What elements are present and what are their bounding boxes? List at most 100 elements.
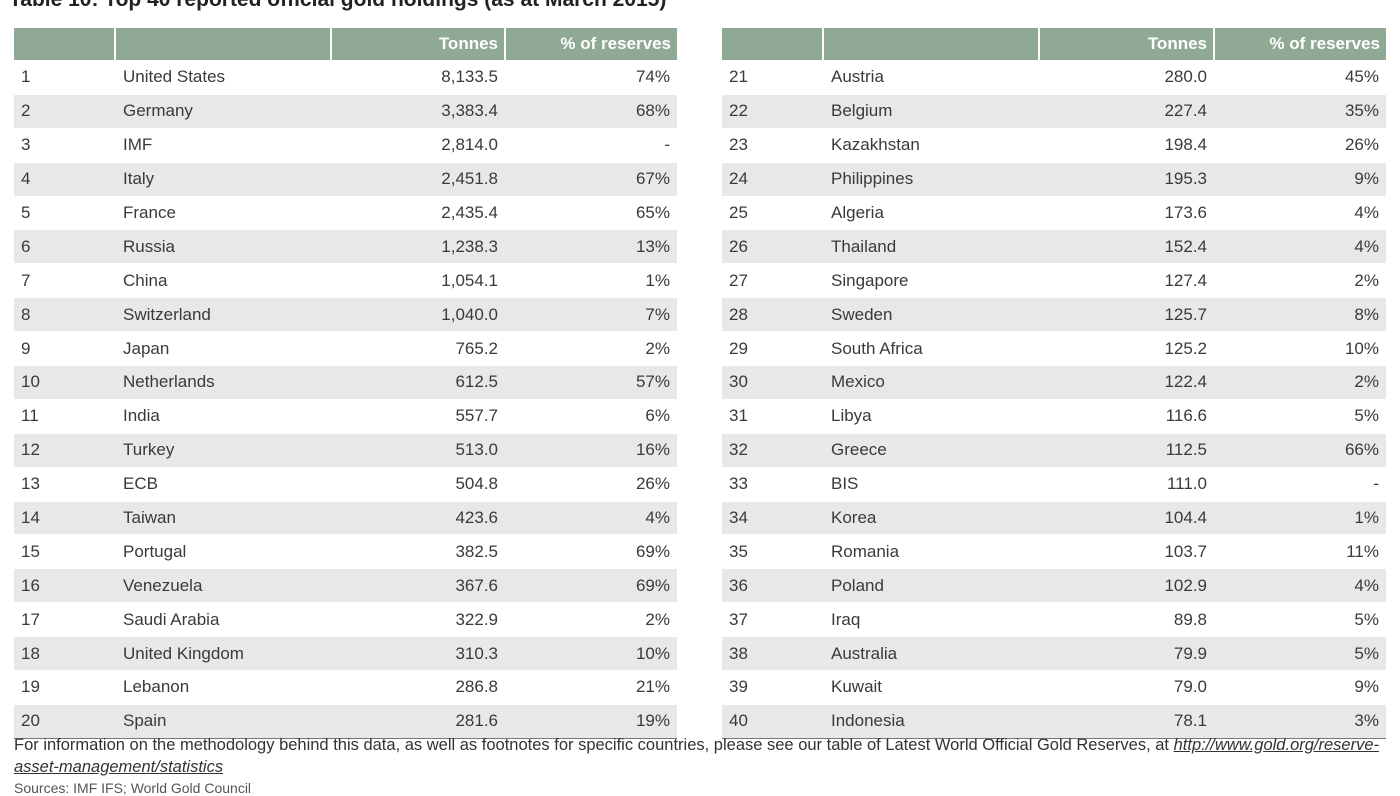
rank-cell: 28 [722, 297, 823, 332]
country-cell: Iraq [823, 602, 1039, 637]
rank-cell: 40 [722, 703, 823, 739]
country-cell: Kuwait [823, 670, 1039, 705]
table-row: 26 Thailand 152.4 4% [722, 229, 1386, 264]
rank-cell: 6 [14, 229, 115, 264]
country-cell: Russia [115, 229, 331, 264]
country-cell: Indonesia [823, 703, 1039, 739]
rank-cell: 35 [722, 534, 823, 569]
tonnes-cell: 1,054.1 [331, 263, 505, 298]
rank-cell: 16 [14, 568, 115, 603]
tonnes-cell: 2,451.8 [331, 161, 505, 197]
rank-cell: 13 [14, 466, 115, 502]
tonnes-cell: 310.3 [331, 636, 505, 671]
tonnes-header: Tonnes [331, 28, 506, 61]
table-row: 20 Spain 281.6 19% [14, 703, 677, 739]
table-row: 22 Belgium 227.4 35% [722, 93, 1386, 129]
pct-reserves-cell: 8% [1214, 297, 1386, 332]
table-header-row: Tonnes % of reserves [722, 28, 1386, 61]
rank-cell: 37 [722, 602, 823, 637]
tonnes-cell: 227.4 [1039, 93, 1214, 129]
tonnes-cell: 2,435.4 [331, 195, 505, 230]
rank-cell: 36 [722, 568, 823, 603]
country-cell: Australia [823, 636, 1039, 671]
pct-reserves-cell: 9% [1214, 670, 1386, 705]
tonnes-cell: 127.4 [1039, 263, 1214, 298]
country-cell: Thailand [823, 229, 1039, 264]
pct-reserves-cell: 45% [1214, 60, 1386, 95]
country-header [115, 28, 332, 61]
pct-reserves-cell: 2% [505, 331, 677, 366]
rank-cell: 12 [14, 432, 115, 468]
tonnes-cell: 8,133.5 [331, 60, 505, 95]
rank-cell: 5 [14, 195, 115, 230]
tonnes-cell: 78.1 [1039, 703, 1214, 739]
country-cell: France [115, 195, 331, 230]
pct-reserves-cell: 69% [505, 568, 677, 603]
table-row: 3 IMF 2,814.0- [14, 127, 677, 163]
table-row: 29 South Africa 125.2 10% [722, 331, 1386, 366]
table-row: 28 Sweden 125.7 8% [722, 297, 1386, 332]
tonnes-cell: 382.5 [331, 534, 505, 569]
table-row: 8 Switzerland 1,040.0 7% [14, 297, 677, 332]
pct-reserves-cell: 10% [1214, 331, 1386, 366]
pct-reserves-cell: 2% [1214, 263, 1386, 298]
country-cell: Poland [823, 568, 1039, 603]
country-cell: Saudi Arabia [115, 602, 331, 637]
rank-cell: 29 [722, 331, 823, 366]
rank-cell: 15 [14, 534, 115, 569]
rank-cell: 3 [14, 127, 115, 163]
rank-cell: 7 [14, 263, 115, 298]
country-cell: United Kingdom [115, 636, 331, 671]
country-cell: China [115, 263, 331, 298]
country-cell: Korea [823, 500, 1039, 535]
table-row: 35 Romania 103.7 11% [722, 534, 1386, 569]
table-row: 23 Kazakhstan 198.4 26% [722, 127, 1386, 163]
table-row: 34 Korea 104.4 1% [722, 500, 1386, 535]
pct-reserves-cell: 19% [505, 703, 677, 739]
rank-cell: 2 [14, 93, 115, 129]
tonnes-cell: 367.6 [331, 568, 505, 603]
country-header [823, 28, 1040, 61]
table-row: 5 France 2,435.4 65% [14, 195, 677, 230]
rank-cell: 21 [722, 60, 823, 95]
rank-cell: 17 [14, 602, 115, 637]
table-row: 14 Taiwan 423.6 4% [14, 500, 677, 535]
pct-reserves-cell: 74% [505, 60, 677, 95]
pct-reserves-cell: 66% [1214, 432, 1386, 468]
table-row: 4 Italy 2,451.8 67% [14, 161, 677, 197]
tonnes-cell: 286.8 [331, 670, 505, 705]
rank-cell: 19 [14, 670, 115, 705]
table-row: 18 United Kingdom 310.3 10% [14, 636, 677, 671]
rank-cell: 31 [722, 398, 823, 434]
country-cell: Germany [115, 93, 331, 129]
country-cell: United States [115, 60, 331, 95]
statistics-link[interactable]: http://www.gold.org/reserve-asset-manage… [14, 736, 1380, 776]
country-cell: Lebanon [115, 670, 331, 705]
rank-cell: 33 [722, 466, 823, 502]
country-cell: ECB [115, 466, 331, 502]
table-row: 13 ECB 504.8 26% [14, 466, 677, 502]
pct-reserves-cell: 9% [1214, 161, 1386, 197]
rank-cell: 9 [14, 331, 115, 366]
table-row: 30 Mexico 122.4 2% [722, 365, 1386, 400]
pct-reserves-cell: - [505, 127, 677, 163]
pct-reserves-cell: - [1214, 466, 1386, 502]
country-cell: Switzerland [115, 297, 331, 332]
rank-cell: 14 [14, 500, 115, 535]
table-header-row: Tonnes % of reserves [14, 28, 677, 61]
table-row: 21 Austria 280.0 45% [722, 60, 1386, 95]
country-cell: Japan [115, 331, 331, 366]
table-row: 16 Venezuela 367.6 69% [14, 568, 677, 603]
rank-cell: 8 [14, 297, 115, 332]
tonnes-cell: 122.4 [1039, 365, 1214, 400]
table-row: 17 Saudi Arabia 322.9 2% [14, 602, 677, 637]
rank-cell: 11 [14, 398, 115, 434]
pct-reserves-cell: 5% [1214, 398, 1386, 434]
country-cell: Romania [823, 534, 1039, 569]
country-cell: Algeria [823, 195, 1039, 230]
pct-reserves-header: % of reserves [1214, 28, 1386, 61]
tonnes-cell: 1,238.3 [331, 229, 505, 264]
rank-header [722, 28, 824, 61]
pct-reserves-cell: 2% [505, 602, 677, 637]
rank-cell: 4 [14, 161, 115, 197]
